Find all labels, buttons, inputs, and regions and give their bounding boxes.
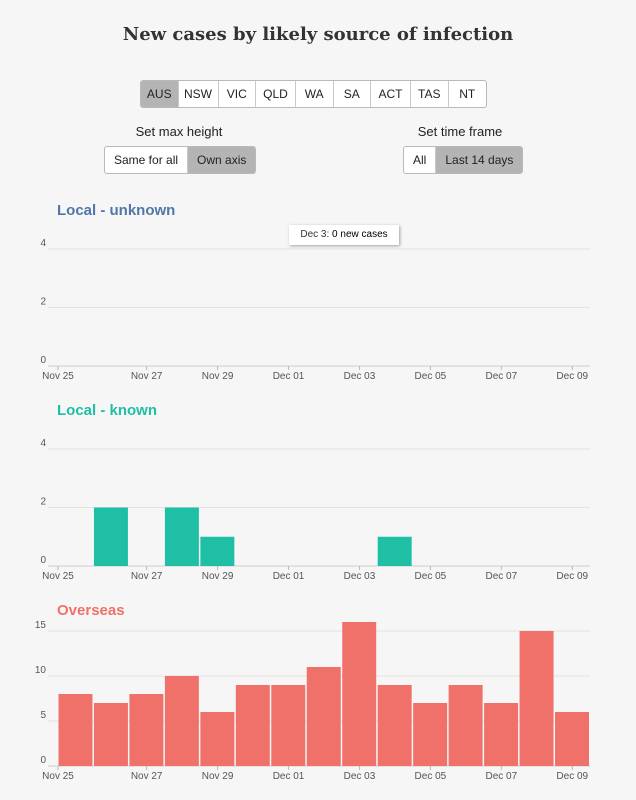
y-tick-label: 10 <box>35 665 47 676</box>
bar-nov-25[interactable] <box>58 694 93 766</box>
bar-dec-07[interactable] <box>484 703 519 766</box>
local-known-title: Local - known <box>57 402 158 419</box>
state-button-nt[interactable]: NT <box>459 87 476 101</box>
y-tick-label: 15 <box>35 620 47 631</box>
bar-nov-26[interactable] <box>93 507 128 567</box>
local-unknown-title: Local - unknown <box>57 202 176 219</box>
bar-dec-01[interactable] <box>271 685 306 766</box>
overseas-title: Overseas <box>57 602 125 619</box>
y-tick-label: 0 <box>40 555 46 566</box>
bar-nov-28[interactable] <box>164 507 199 567</box>
height-control: Same for all Own axis <box>104 146 257 174</box>
own-axis-button[interactable]: Own axis <box>188 147 256 173</box>
y-tick-label: 5 <box>40 710 46 721</box>
x-tick-label: Dec 09 <box>556 771 588 782</box>
last-14-days-button[interactable]: Last 14 days <box>436 147 523 173</box>
y-tick-label: 2 <box>40 297 46 308</box>
page-title: New cases by likely source of infection <box>122 24 514 45</box>
state-button-tas[interactable]: TAS <box>411 81 449 107</box>
state-button-qld[interactable]: QLD <box>256 81 296 107</box>
state-button-sa[interactable]: SA <box>334 81 371 107</box>
x-tick-label: Dec 01 <box>273 771 305 782</box>
bar-nov-29[interactable] <box>200 536 235 566</box>
bar-dec-09[interactable] <box>555 712 589 766</box>
x-tick-label: Dec 03 <box>344 571 376 582</box>
overseas-chart: 0 5 10 15 Nov 25 Nov 27 Nov 29 Dec 01 Dec 03 Dec … <box>35 620 590 782</box>
x-tick-label: Nov 29 <box>202 571 234 582</box>
bar-dec-05[interactable] <box>413 703 448 766</box>
x-tick-label: Dec 05 <box>415 371 447 382</box>
state-selector: AUS NSW VIC QLD WA SA ACT TAS NT <box>140 80 487 108</box>
y-tick-label: 0 <box>40 755 46 766</box>
time-control: All Last 14 days <box>403 146 524 174</box>
x-tick-label: Nov 25 <box>42 371 74 382</box>
bar-nov-27[interactable] <box>129 694 164 766</box>
local-unknown-chart: 0 2 4 Nov 25 Nov 27 Nov 29 Dec 01 Dec 03 Dec 05 D… <box>40 238 590 382</box>
x-tick-label: Nov 27 <box>131 371 163 382</box>
all-button[interactable]: All <box>404 147 437 173</box>
bar-dec-06[interactable] <box>448 685 483 766</box>
bar-nov-30[interactable] <box>235 685 270 766</box>
x-tick-label: Dec 01 <box>273 571 305 582</box>
x-tick-label: Nov 29 <box>202 771 234 782</box>
bar-dec-08[interactable] <box>519 631 554 766</box>
bar-nov-29[interactable] <box>200 712 235 766</box>
state-button-wa[interactable]: WA <box>296 81 334 107</box>
y-tick-label: 0 <box>40 355 46 366</box>
x-tick-label: Nov 25 <box>42 771 74 782</box>
local-known-chart: 0 2 4 Nov 25 Nov 27 Nov 29 Dec 01 Dec 03 Dec 05 D… <box>40 438 590 582</box>
bar-nov-26[interactable] <box>93 703 128 766</box>
x-tick-label: Nov 25 <box>42 571 74 582</box>
state-button-vic[interactable]: VIC <box>219 81 256 107</box>
state-button-act[interactable]: ACT <box>371 81 411 107</box>
x-tick-label: Nov 27 <box>131 571 163 582</box>
y-tick-label: 4 <box>40 438 46 449</box>
time-control-label: Set time frame <box>417 124 503 139</box>
y-tick-label: 2 <box>40 497 46 508</box>
x-tick-label: Dec 07 <box>485 771 517 782</box>
x-tick-label: Dec 07 <box>485 571 517 582</box>
y-tick-label: 4 <box>40 238 46 249</box>
x-tick-label: Dec 05 <box>415 771 447 782</box>
x-tick-label: Dec 01 <box>273 371 305 382</box>
x-tick-label: Nov 27 <box>131 771 163 782</box>
state-button-nsw[interactable]: NSW <box>179 81 219 107</box>
x-tick-label: Dec 05 <box>415 571 447 582</box>
x-tick-label: Dec 09 <box>556 571 588 582</box>
tooltip-value: 0 new cases <box>332 229 388 240</box>
same-for-all-button[interactable]: Same for all <box>105 147 189 173</box>
tooltip-date: Dec 3: <box>300 229 330 240</box>
x-tick-label: Dec 03 <box>344 371 376 382</box>
height-control-label: Set max height <box>135 124 223 139</box>
bar-nov-28[interactable] <box>164 676 199 766</box>
x-tick-label: Dec 07 <box>485 371 517 382</box>
bar-dec-02[interactable] <box>306 667 341 766</box>
x-tick-label: Nov 29 <box>202 371 234 382</box>
bar-dec-04[interactable] <box>377 685 412 766</box>
tooltip: Dec 3: 0 new cases <box>289 225 399 245</box>
x-tick-label: Dec 09 <box>556 371 588 382</box>
bar-dec-04[interactable] <box>377 536 412 566</box>
state-button-aus[interactable]: AUS <box>141 81 179 107</box>
bar-dec-03[interactable] <box>342 622 377 766</box>
x-tick-label: Dec 03 <box>344 771 376 782</box>
